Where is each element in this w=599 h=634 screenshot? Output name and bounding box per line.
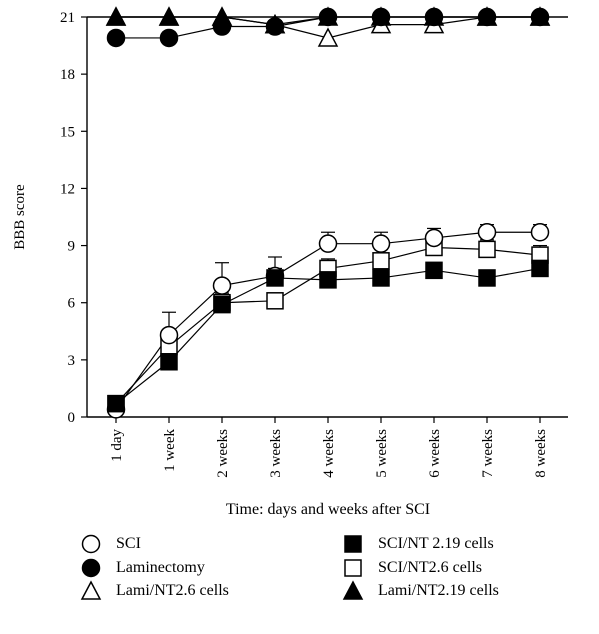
sci-nt26-point	[478, 240, 496, 259]
lami-nt26-point	[317, 27, 339, 47]
y-tick-label: 9	[68, 239, 76, 255]
lami-nt219-point	[105, 6, 127, 26]
x-tick-label: 1 week	[162, 429, 178, 472]
sci-point	[318, 234, 338, 253]
y-tick-label: 6	[68, 296, 76, 312]
y-tick-label: 21	[60, 10, 75, 26]
x-tick-label: 1 day	[109, 429, 125, 462]
series-line-sci-nt219	[115, 267, 541, 405]
x-tick-label: 6 weeks	[427, 429, 443, 478]
sci-nt26-point	[266, 292, 284, 310]
x-tick-label: 2 weeks	[215, 429, 231, 478]
laminectomy-point	[106, 28, 126, 48]
sci-point	[371, 234, 391, 253]
x-axis-title: Time: days and weeks after SCI	[226, 501, 430, 518]
sci-nt219-point	[213, 295, 231, 314]
sci-nt219-point	[372, 269, 390, 287]
x-tick-label: 5 weeks	[374, 429, 390, 478]
x-tick-label: 7 weeks	[480, 429, 496, 478]
sci-nt219-point	[160, 353, 178, 371]
lami-nt219-point	[529, 6, 551, 26]
x-tick-label: 4 weeks	[321, 429, 337, 478]
sci-point	[159, 325, 179, 345]
lami-nt219-point	[158, 6, 180, 26]
sci-nt219-point	[531, 259, 549, 278]
sci-point	[530, 222, 550, 242]
lami-nt219-point	[423, 6, 445, 26]
sci-nt219-point	[478, 269, 496, 287]
y-tick-label: 12	[60, 181, 75, 197]
sci-nt219-point	[266, 269, 284, 287]
sci-point	[477, 222, 497, 242]
y-axis-title: BBB score	[12, 184, 28, 250]
lami-nt219-point	[370, 6, 392, 26]
lami-nt219-point	[264, 14, 286, 34]
laminectomy-point	[159, 28, 179, 48]
sci-nt219-point	[107, 394, 125, 413]
lami-nt219-point	[211, 6, 233, 26]
sci-point	[212, 276, 232, 295]
sci-nt219-point	[319, 271, 337, 289]
x-tick-label: 8 weeks	[533, 429, 549, 478]
y-tick-label: 15	[60, 124, 75, 140]
x-tick-label: 3 weeks	[268, 429, 284, 478]
sci-point	[424, 228, 444, 248]
sci-nt219-point	[425, 261, 443, 280]
y-tick-label: 0	[68, 410, 76, 426]
y-tick-label: 18	[60, 67, 75, 83]
y-tick-label: 3	[68, 353, 76, 369]
sci-nt26-point	[372, 252, 390, 270]
lami-nt219-point	[476, 6, 498, 26]
lami-nt219-point	[317, 6, 339, 26]
